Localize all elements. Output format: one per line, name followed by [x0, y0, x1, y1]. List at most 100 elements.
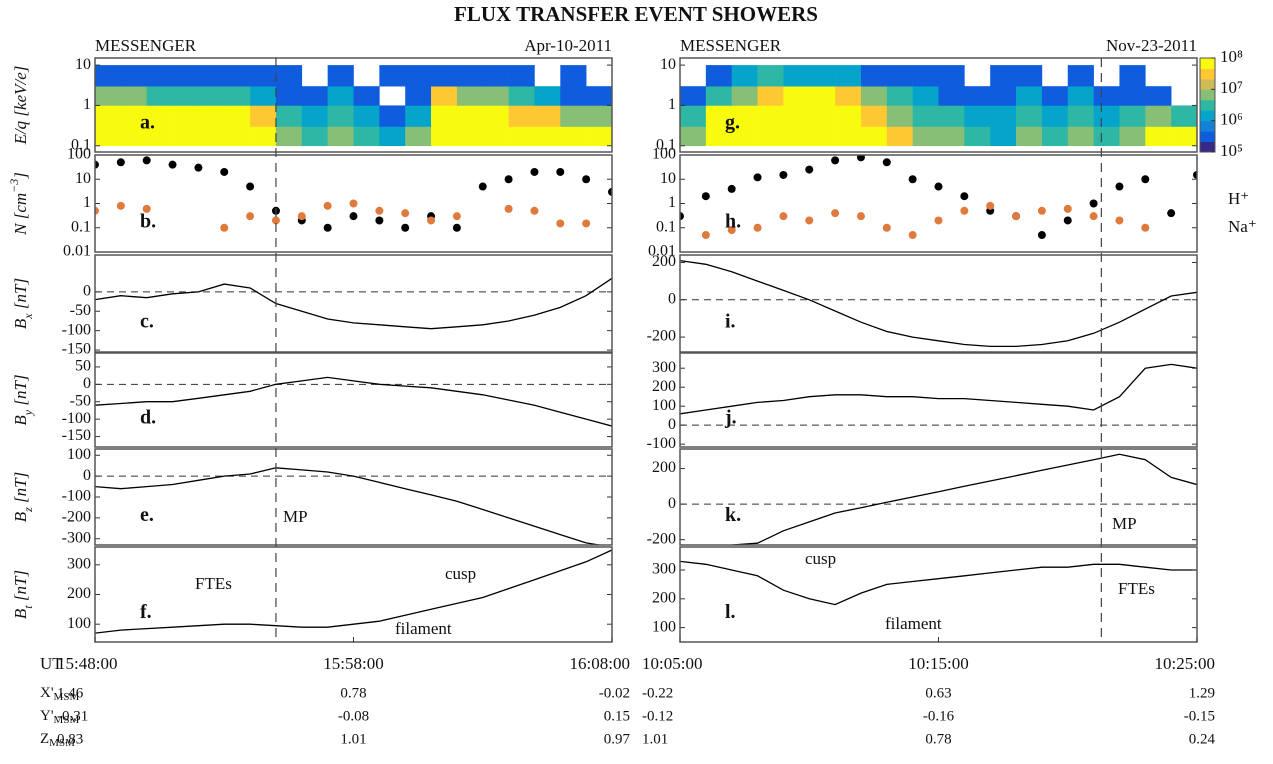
y-tick-label: -300: [62, 529, 91, 546]
x-tick-label: 10:05:00: [642, 654, 702, 673]
ephemeris-value: 0.63: [925, 685, 951, 701]
heat-cell: [1016, 105, 1043, 127]
heat-cell: [353, 105, 380, 127]
y-axis-label: Bt [nT]: [11, 570, 35, 619]
ephemeris-value: -0.02: [599, 685, 630, 701]
heat-cell: [886, 105, 913, 127]
heat-cell: [1067, 65, 1094, 87]
heat-cell: [353, 126, 380, 147]
panel-frame: [679, 448, 1198, 546]
x-tick-label: 16:08:00: [570, 654, 630, 673]
panel-label: k.: [725, 504, 741, 526]
ephemeris-value: -0.22: [642, 685, 673, 701]
heat-cell: [250, 86, 277, 106]
heat-cell: [301, 86, 328, 106]
heat-cell: [120, 86, 147, 106]
y-axis-label-part: y: [21, 409, 35, 416]
data-point: [116, 158, 125, 167]
heat-cell: [198, 86, 225, 106]
heat-cell: [405, 65, 432, 87]
y-tick-label: 200: [652, 459, 676, 476]
data-point: [1063, 216, 1072, 225]
colorbar-tick-label: 10⁵: [1220, 141, 1243, 160]
heat-cell: [757, 86, 784, 106]
data-point: [1115, 216, 1124, 225]
heat-cell: [1067, 126, 1094, 147]
heat-cell: [405, 126, 432, 147]
x-tick-label: 10:25:00: [1155, 654, 1215, 673]
y-tick-label: 200: [652, 589, 676, 606]
colorbar-tick-label: 10⁶: [1220, 110, 1243, 129]
heat-cell: [456, 105, 484, 127]
heat-cell: [1119, 126, 1146, 147]
ephemeris-value: 0.78: [925, 731, 951, 747]
heat-cell: [886, 86, 913, 106]
data-point: [727, 184, 736, 193]
heat-cell: [938, 126, 965, 147]
heat-cell: [120, 126, 147, 147]
colorbar-segment: [1200, 68, 1215, 80]
panel: [680, 363, 1197, 426]
y-tick-label: 200: [652, 253, 676, 270]
y-tick-label: 300: [67, 555, 91, 572]
panel: [95, 156, 612, 232]
heat-cell: [250, 105, 277, 127]
heat-cell: [456, 86, 484, 106]
data-line: [95, 549, 612, 634]
heat-cell: [1041, 86, 1069, 106]
heat-cell: [224, 65, 251, 87]
heat-cell: [990, 126, 1017, 147]
y-axis-label-part: B: [11, 511, 30, 522]
data-line: [680, 453, 1197, 545]
data-point: [427, 216, 436, 225]
heat-cell: [405, 86, 432, 106]
legend-entry: Na⁺: [1228, 217, 1257, 236]
heat-cell: [1016, 126, 1043, 147]
y-tick-label: 0.1: [71, 218, 91, 235]
y-tick-label: -200: [647, 328, 676, 345]
panel-label: e.: [140, 504, 154, 526]
heat-cell: [1041, 105, 1069, 127]
heat-cell: [482, 105, 509, 127]
heat-cell: [250, 65, 277, 87]
heat-cell: [379, 126, 406, 147]
panel-frame: [679, 154, 1198, 253]
data-point: [297, 212, 306, 221]
heat-cell: [757, 65, 784, 87]
y-tick-label: 0: [668, 290, 676, 307]
heat-cell: [757, 105, 784, 127]
ephemeris-value: 0.97: [604, 731, 631, 747]
heat-cell: [886, 65, 913, 87]
data-point: [753, 223, 762, 232]
heat-cell: [198, 65, 225, 87]
heat-cell: [705, 65, 732, 87]
data-point: [142, 204, 151, 213]
heat-cell: [482, 65, 509, 87]
heat-cell: [146, 105, 173, 127]
heat-cell: [1171, 105, 1197, 127]
y-tick-label: -200: [647, 530, 676, 547]
annotation: MP: [283, 507, 308, 526]
heat-cell: [731, 105, 758, 127]
data-line: [680, 259, 1197, 348]
data-point: [908, 175, 917, 184]
y-axis-label: N [cm−3]: [7, 172, 30, 236]
colorbar-segment: [1200, 99, 1215, 111]
heat-cell: [327, 86, 354, 106]
y-tick-label: 300: [652, 561, 676, 578]
data-point: [375, 206, 384, 215]
data-point: [1037, 231, 1046, 240]
data-point: [95, 206, 99, 215]
y-tick-label: 50: [75, 358, 91, 375]
data-point: [779, 212, 788, 221]
ephemeris-label-main: X': [40, 685, 54, 701]
y-tick-label: 0.1: [656, 218, 676, 235]
panel-label: j.: [724, 406, 737, 428]
panel-frame: [94, 448, 613, 546]
y-axis-label-part: ]: [11, 172, 30, 180]
heat-cell: [586, 105, 612, 127]
y-axis-label-part: B: [11, 318, 30, 329]
y-tick-label: 200: [67, 585, 91, 602]
data-point: [608, 187, 612, 196]
